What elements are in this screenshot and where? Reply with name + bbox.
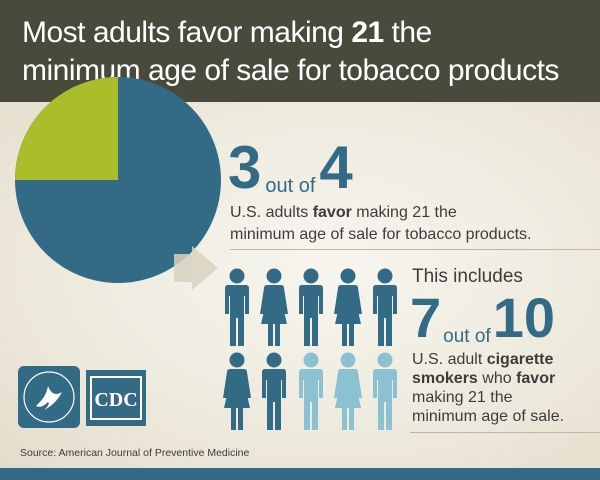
person-icon	[299, 352, 323, 430]
person-icon	[223, 352, 251, 430]
logos: CDC	[18, 366, 146, 428]
person-icon	[373, 268, 397, 346]
pie-chart	[15, 77, 221, 283]
person-icon	[262, 352, 286, 430]
stat2-numerator: 7	[410, 286, 442, 349]
people-icon-grid	[223, 268, 397, 430]
stat1-denominator: 4	[319, 134, 353, 201]
person-icon	[225, 268, 249, 346]
stat2-description: U.S. adult cigarette smokers who favor m…	[412, 351, 565, 425]
stat2-intro: This includes	[412, 266, 523, 287]
footer-bar	[0, 468, 600, 480]
header-title-line1: Most adults favor making 21 the	[22, 16, 432, 49]
arrow-icon	[174, 246, 218, 290]
stat2-denominator: 10	[492, 286, 555, 349]
stat-7-out-of-10: 7 out of10	[410, 288, 555, 348]
person-icon	[373, 352, 397, 430]
divider	[410, 432, 600, 433]
person-icon	[334, 268, 362, 346]
pie-slice-other	[15, 77, 118, 180]
person-icon	[260, 268, 288, 346]
source-citation: Source: American Journal of Preventive M…	[20, 447, 250, 459]
divider	[230, 249, 600, 250]
cdc-logo: CDC	[86, 370, 146, 426]
hhs-logo	[18, 366, 80, 428]
stat1-out-of: out of	[265, 175, 316, 197]
person-icon	[334, 352, 362, 430]
stat-3-out-of-4: 3 out of4	[228, 138, 353, 198]
stat1-description: U.S. adults favor making 21 the minimum …	[230, 204, 532, 243]
stat2-out-of: out of	[443, 326, 491, 347]
cdc-logo-text: CDC	[94, 389, 137, 411]
person-icon	[299, 268, 323, 346]
stat1-numerator: 3	[228, 134, 262, 201]
